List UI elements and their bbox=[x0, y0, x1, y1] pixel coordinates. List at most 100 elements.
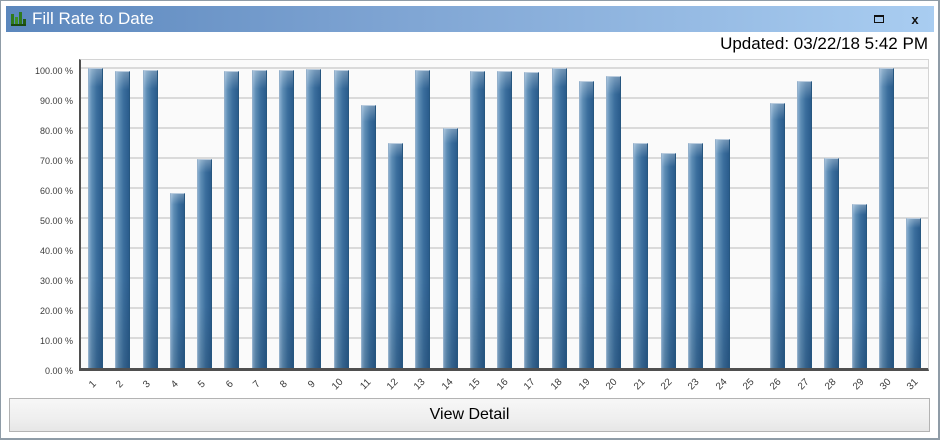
x-tick-slot: 8 bbox=[272, 371, 299, 397]
x-tick-slot: 4 bbox=[162, 371, 189, 397]
x-tick-label: 19 bbox=[576, 376, 593, 393]
bar-day-27 bbox=[797, 81, 813, 368]
x-tick-slot: 7 bbox=[244, 371, 271, 397]
bar-day-7 bbox=[251, 70, 267, 368]
x-tick-label: 2 bbox=[114, 378, 126, 391]
bar-slot-day-17 bbox=[518, 60, 545, 368]
bar-day-15 bbox=[469, 70, 485, 368]
close-button[interactable]: x bbox=[904, 9, 926, 29]
bar-day-30 bbox=[878, 68, 894, 368]
x-tick-slot: 23 bbox=[683, 371, 710, 397]
window-title: Fill Rate to Date bbox=[32, 8, 154, 28]
x-tick-label: 31 bbox=[905, 376, 922, 393]
bar-slot-day-11 bbox=[355, 60, 382, 368]
window-controls: x bbox=[868, 9, 926, 29]
bar-day-5 bbox=[197, 159, 213, 368]
y-tick-label: 100.00 % bbox=[34, 66, 73, 76]
bar-day-16 bbox=[497, 71, 513, 368]
x-tick-label: 12 bbox=[384, 376, 401, 393]
view-detail-button[interactable]: View Detail bbox=[9, 398, 930, 432]
x-tick-label: 16 bbox=[494, 376, 511, 393]
bar-slot-day-2 bbox=[109, 60, 136, 368]
window-titlebar[interactable]: Fill Rate to Date x bbox=[6, 6, 934, 32]
x-tick-slot: 1 bbox=[80, 371, 107, 397]
x-tick-label: 22 bbox=[658, 376, 675, 393]
bar-slot-day-30 bbox=[873, 60, 900, 368]
maximize-button[interactable] bbox=[868, 9, 890, 29]
x-tick-slot: 6 bbox=[217, 371, 244, 397]
bar-slot-day-12 bbox=[382, 60, 409, 368]
bar-slot-day-26 bbox=[764, 60, 791, 368]
x-tick-label: 25 bbox=[741, 376, 757, 393]
bar-slot-day-10 bbox=[327, 60, 354, 368]
bar-day-9 bbox=[306, 68, 322, 368]
bar-day-23 bbox=[687, 143, 703, 368]
x-tick-label: 30 bbox=[877, 376, 894, 393]
y-tick-label: 40.00 % bbox=[39, 246, 73, 256]
bar-day-10 bbox=[333, 69, 349, 368]
fill-rate-chart: 100.00 % 90.00 % 80.00 % 70.00 % 60.00 % 50.0… bbox=[9, 59, 930, 397]
bar-day-8 bbox=[278, 70, 294, 368]
bar-day-1 bbox=[88, 68, 104, 368]
bar-slot-day-7 bbox=[246, 60, 273, 368]
x-tick-label: 21 bbox=[631, 376, 648, 393]
bar-day-29 bbox=[851, 203, 867, 368]
x-tick-label: 4 bbox=[168, 378, 181, 391]
y-tick-label: 10.00 % bbox=[39, 336, 73, 346]
x-tick-slot: 16 bbox=[491, 371, 518, 397]
bar-day-26 bbox=[769, 103, 785, 368]
bar-slot-day-23 bbox=[682, 60, 709, 368]
bar-slot-day-14 bbox=[436, 60, 463, 368]
bar-day-4 bbox=[169, 193, 185, 368]
y-tick-label: 0.00 % bbox=[44, 366, 73, 376]
close-icon: x bbox=[911, 11, 919, 27]
y-tick-label: 80.00 % bbox=[39, 126, 73, 136]
y-tick-label: 20.00 % bbox=[39, 306, 73, 316]
bar-day-22 bbox=[660, 152, 676, 368]
gridline-100 bbox=[81, 67, 928, 69]
x-tick-slot: 12 bbox=[381, 371, 408, 397]
x-tick-slot: 20 bbox=[600, 371, 627, 397]
bar-slot-day-31 bbox=[900, 60, 927, 368]
bar-day-17 bbox=[524, 71, 540, 368]
x-tick-label: 1 bbox=[86, 378, 99, 391]
x-tick-label: 6 bbox=[223, 378, 236, 391]
bar-chart-icon bbox=[10, 11, 28, 27]
x-tick-label: 23 bbox=[686, 376, 702, 393]
x-tick-slot: 29 bbox=[847, 371, 874, 397]
bar-day-19 bbox=[578, 80, 594, 368]
y-axis-labels: 100.00 % 90.00 % 80.00 % 70.00 % 60.00 % 50.0… bbox=[9, 59, 79, 376]
bar-day-2 bbox=[115, 71, 131, 368]
bar-slot-day-22 bbox=[655, 60, 682, 368]
bars-row bbox=[82, 60, 927, 368]
x-tick-label: 18 bbox=[549, 376, 565, 393]
x-tick-slot: 5 bbox=[190, 371, 217, 397]
bar-slot-day-4 bbox=[164, 60, 191, 368]
bar-day-18 bbox=[551, 68, 567, 368]
y-tick-label: 90.00 % bbox=[39, 96, 73, 106]
x-tick-label: 14 bbox=[439, 376, 456, 393]
x-tick-label: 24 bbox=[713, 376, 730, 393]
bar-slot-day-19 bbox=[573, 60, 600, 368]
bar-slot-day-18 bbox=[546, 60, 573, 368]
x-tick-slot: 26 bbox=[765, 371, 792, 397]
bar-slot-day-3 bbox=[137, 60, 164, 368]
maximize-icon bbox=[874, 15, 884, 23]
bar-slot-day-1 bbox=[82, 60, 109, 368]
bar-slot-day-25 bbox=[736, 60, 763, 368]
x-tick-label: 15 bbox=[467, 376, 483, 393]
x-tick-label: 3 bbox=[141, 378, 154, 391]
x-tick-slot: 25 bbox=[737, 371, 764, 397]
bar-day-6 bbox=[224, 70, 240, 368]
x-tick-slot: 31 bbox=[902, 371, 929, 397]
updated-timestamp: Updated: 03/22/18 5:42 PM bbox=[720, 34, 928, 53]
bar-slot-day-28 bbox=[818, 60, 845, 368]
x-tick-label: 29 bbox=[850, 376, 867, 393]
bar-slot-day-5 bbox=[191, 60, 218, 368]
x-tick-label: 26 bbox=[768, 376, 785, 393]
bar-day-11 bbox=[360, 105, 376, 368]
x-tick-slot: 13 bbox=[409, 371, 436, 397]
x-tick-slot: 19 bbox=[573, 371, 600, 397]
bar-day-31 bbox=[906, 218, 922, 368]
